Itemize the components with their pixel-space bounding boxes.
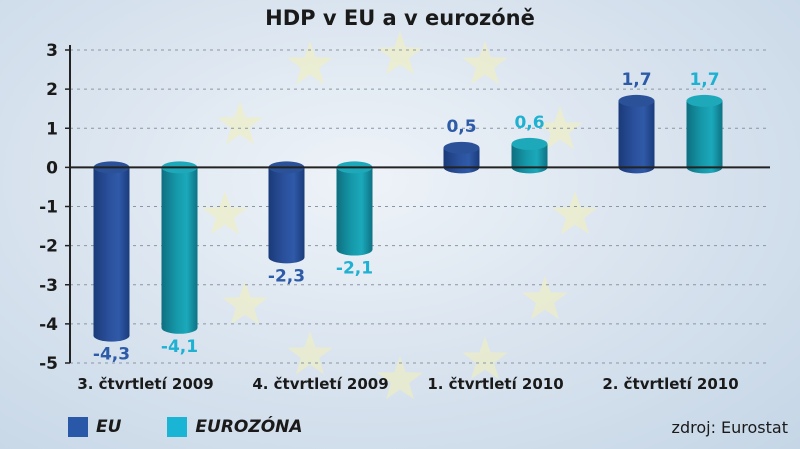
y-tick-label: 2 [46, 80, 58, 100]
bar-top [443, 141, 480, 154]
bar-top [511, 137, 548, 150]
bar-eu [93, 167, 130, 336]
x-tick-label: 2. čtvrtletí 2010 [602, 375, 738, 393]
bar-eurozona [161, 167, 198, 328]
background-star-icon [217, 101, 263, 145]
x-tick-label: 4. čtvrtletí 2009 [252, 375, 388, 393]
bar-top [686, 94, 723, 107]
bar-bottom [268, 251, 305, 264]
data-label: -2,1 [336, 259, 373, 279]
bar-bottom [336, 243, 373, 256]
y-tick-label: 3 [46, 41, 58, 61]
bar-eu [618, 100, 655, 168]
background-star-icon [202, 191, 248, 235]
legend-swatch-eu [68, 417, 88, 437]
bar-bottom [93, 329, 130, 342]
background-star-icon [537, 106, 583, 150]
bar-top [618, 94, 655, 107]
background-star-icon [462, 336, 508, 380]
chart-title: HDP v EU a v eurozóně [265, 6, 535, 30]
data-label: 0,6 [514, 113, 544, 133]
bar-eurozona [511, 143, 548, 168]
y-tick-label: -2 [39, 237, 58, 257]
y-tick-label: 1 [46, 119, 58, 139]
background-star-icon [377, 31, 423, 75]
x-tick-label: 3. čtvrtletí 2009 [77, 375, 213, 393]
background-star-icon [377, 356, 423, 400]
y-tick-label: 0 [46, 158, 58, 178]
data-label: 0,5 [446, 117, 476, 137]
data-label: 1,7 [689, 70, 719, 90]
background-star-icon [462, 41, 508, 85]
background-star-icon [287, 331, 333, 375]
background-star-icon [222, 281, 268, 325]
background-star-icon [522, 276, 568, 320]
y-tick-label: -5 [39, 354, 58, 374]
bar-eurozona [336, 167, 373, 250]
legend-label-eurozona: EUROZÓNA [195, 417, 303, 437]
legend: EU EUROZÓNA [68, 417, 303, 437]
legend-label-eu: EU [96, 417, 122, 437]
data-label: -4,1 [161, 337, 198, 357]
legend-swatch-eurozona [167, 417, 188, 437]
bar-bottom [161, 321, 198, 334]
bar-eurozona [686, 100, 723, 168]
y-tick-label: -3 [39, 276, 58, 296]
data-label: -4,3 [93, 345, 130, 365]
x-tick-label: 1. čtvrtletí 2010 [427, 375, 563, 393]
y-tick-label: -1 [39, 198, 58, 218]
data-label: -2,3 [268, 266, 305, 286]
data-label: 1,7 [621, 70, 651, 90]
bar-eu [268, 167, 305, 258]
y-tick-label: -4 [39, 315, 58, 335]
background-star-icon [552, 191, 598, 235]
source-note: zdroj: Eurostat [671, 418, 788, 437]
background-star-icon [287, 41, 333, 85]
